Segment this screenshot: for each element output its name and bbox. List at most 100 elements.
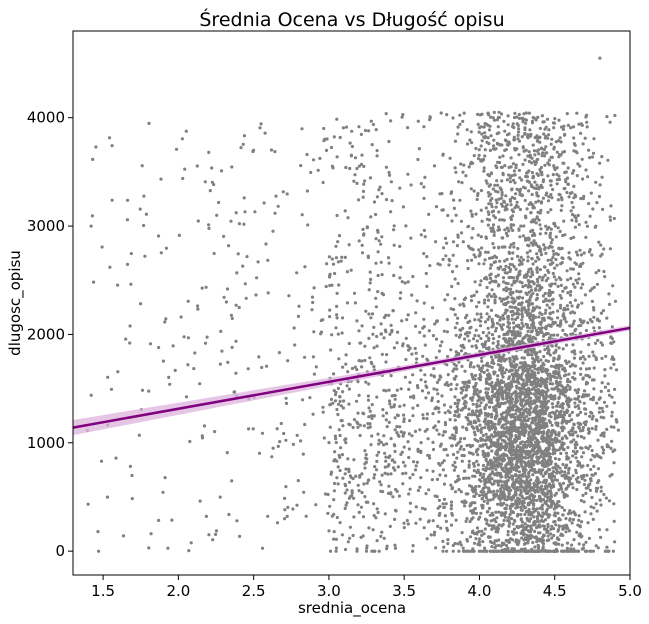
data-point (491, 323, 495, 327)
data-point (494, 520, 498, 524)
data-point (445, 113, 449, 117)
data-point (517, 540, 521, 545)
data-point (588, 444, 592, 448)
data-point (560, 436, 565, 440)
data-point (572, 438, 576, 442)
data-point (466, 385, 470, 389)
data-point (570, 362, 575, 367)
data-point (591, 151, 596, 155)
data-point (535, 172, 539, 176)
data-point (584, 115, 588, 119)
data-point (411, 544, 415, 548)
data-point (558, 136, 562, 140)
data-point (328, 549, 333, 553)
data-point (547, 484, 551, 488)
data-point (497, 434, 501, 438)
data-point (556, 464, 560, 468)
data-point (559, 484, 563, 488)
data-point (344, 362, 348, 366)
data-point (500, 524, 504, 528)
data-point (506, 317, 510, 321)
data-point (603, 374, 607, 378)
data-point (483, 546, 487, 550)
data-point (510, 474, 514, 478)
data-point (463, 369, 467, 373)
data-point (500, 380, 505, 384)
data-point (479, 430, 483, 434)
data-point (550, 137, 554, 141)
data-point (540, 515, 544, 519)
data-point (601, 409, 605, 414)
data-point (485, 361, 490, 365)
data-point (533, 428, 537, 432)
data-point (529, 375, 534, 380)
data-point (494, 205, 498, 209)
data-point (484, 495, 488, 500)
data-point (481, 463, 486, 468)
data-point (476, 463, 480, 467)
data-point (608, 215, 612, 219)
data-point (553, 266, 557, 270)
data-point (521, 496, 525, 500)
data-point (483, 407, 487, 411)
data-point (359, 162, 364, 166)
data-point (463, 504, 467, 508)
data-point (383, 471, 387, 475)
data-point (401, 460, 405, 464)
data-point (494, 326, 498, 330)
data-point (588, 482, 592, 486)
data-point (515, 341, 520, 345)
data-point (475, 290, 479, 294)
data-point (408, 510, 412, 514)
data-point (534, 355, 539, 359)
data-point (487, 202, 491, 206)
data-point (422, 228, 426, 232)
data-point (425, 468, 429, 472)
data-point (509, 453, 513, 457)
data-point (530, 257, 534, 261)
data-point (540, 312, 544, 317)
data-point (526, 255, 530, 259)
data-point (380, 530, 384, 534)
data-point (517, 302, 521, 306)
data-point (492, 489, 496, 493)
data-point (504, 510, 508, 514)
data-point (476, 417, 480, 421)
data-point (560, 505, 564, 510)
data-point (332, 489, 336, 493)
data-point (479, 549, 483, 553)
data-point (363, 358, 367, 363)
data-point (462, 476, 466, 480)
data-point (427, 329, 431, 333)
data-point (487, 421, 491, 425)
data-point (484, 432, 488, 436)
data-point (507, 497, 511, 501)
data-point (514, 401, 518, 405)
data-point (455, 264, 459, 268)
data-point (538, 268, 542, 272)
data-point (467, 407, 471, 411)
data-point (393, 397, 397, 401)
data-point (535, 540, 539, 544)
data-point (524, 527, 528, 532)
data-point (480, 246, 484, 250)
data-point (355, 399, 359, 403)
data-point (526, 549, 531, 553)
data-point (461, 326, 465, 330)
data-point (495, 443, 499, 448)
data-point (517, 153, 521, 157)
data-point (521, 474, 525, 478)
data-point (543, 273, 547, 277)
data-point (357, 359, 361, 363)
data-point (507, 369, 511, 373)
data-point (546, 199, 551, 203)
data-point (590, 299, 595, 303)
data-point (537, 315, 541, 319)
data-point (522, 224, 526, 228)
data-point (523, 131, 527, 135)
data-point (497, 355, 501, 360)
data-point (514, 392, 519, 396)
data-point (541, 416, 545, 420)
data-point (552, 221, 557, 225)
data-point (469, 187, 473, 191)
